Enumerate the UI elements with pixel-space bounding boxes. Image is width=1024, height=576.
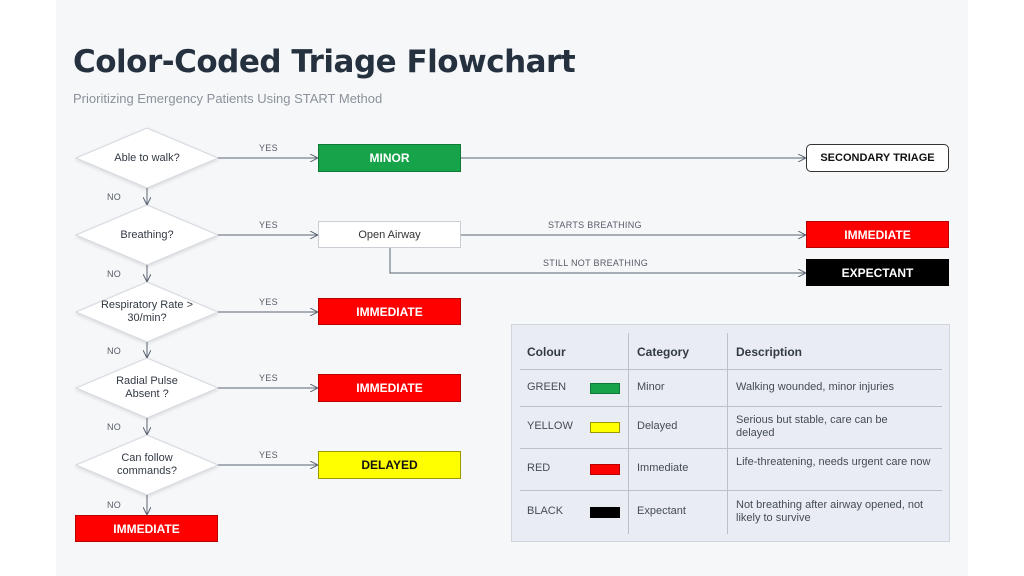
question-commands: Can follow commands? <box>117 452 177 477</box>
outcome-minor: MINOR <box>318 144 461 172</box>
outcome-immediate-airway: IMMEDIATE <box>806 221 949 248</box>
arrow-still-not-breathing <box>389 248 805 273</box>
label-yes-2: YES <box>259 220 278 230</box>
label-no-4: NO <box>107 422 122 432</box>
outcome-expectant: EXPECTANT <box>806 259 949 286</box>
label-no-2: NO <box>107 269 122 279</box>
label-no-1: NO <box>107 192 122 202</box>
label-yes-5: YES <box>259 450 278 460</box>
legend-swatch-red <box>590 464 620 475</box>
legend-row-colour: BLACK <box>527 505 564 517</box>
legend-swatch-black <box>590 507 620 518</box>
legend-divider-v2 <box>727 333 728 534</box>
legend-divider-h1 <box>520 406 942 407</box>
legend-row-category: Delayed <box>637 420 678 432</box>
label-no-3: NO <box>107 346 122 356</box>
outcome-secondary-triage: SECONDARY TRIAGE <box>806 144 949 172</box>
legend-row-colour: GREEN <box>527 381 567 393</box>
legend-divider-h2 <box>520 448 942 449</box>
legend-row-category: Minor <box>637 381 665 393</box>
legend-divider-h3 <box>520 490 942 491</box>
outcome-delayed: DELAYED <box>318 451 461 479</box>
legend-row-description: Life-threatening, needs urgent care now <box>736 456 931 468</box>
page-title: Color-Coded Triage Flowchart <box>73 44 576 80</box>
label-no-5: NO <box>107 500 122 510</box>
legend-swatch-green <box>590 383 620 394</box>
question-breathing: Breathing? <box>120 229 174 241</box>
question-walk: Able to walk? <box>114 152 180 164</box>
legend-row-colour: RED <box>527 462 551 474</box>
legend-header-colour: Colour <box>527 345 566 359</box>
outcome-immediate-respiratory: IMMEDIATE <box>318 298 461 325</box>
label-still-not-breathing: STILL NOT BREATHING <box>543 258 649 268</box>
legend-swatch-yellow <box>590 422 620 433</box>
legend-header-description: Description <box>736 345 803 359</box>
legend-row-description: Not breathing after airway opened, not l… <box>736 499 924 524</box>
question-pulse: Radial Pulse Absent ? <box>116 375 178 400</box>
outcome-immediate-final: IMMEDIATE <box>75 515 218 542</box>
legend-row-description: Walking wounded, minor injuries <box>736 381 894 393</box>
legend-row-category: Expectant <box>637 505 686 517</box>
legend-divider-v1 <box>628 333 629 534</box>
label-yes-3: YES <box>259 297 278 307</box>
page-subtitle: Prioritizing Emergency Patients Using ST… <box>73 91 383 106</box>
legend-divider-h0 <box>520 369 942 370</box>
legend-row-colour: YELLOW <box>527 420 573 432</box>
legend-header-category: Category <box>637 345 690 359</box>
outcome-immediate-pulse: IMMEDIATE <box>318 374 461 402</box>
legend-row-category: Immediate <box>637 462 689 474</box>
question-respiratory: Respiratory Rate > 30/min? <box>100 299 193 324</box>
label-yes-1: YES <box>259 143 278 153</box>
label-starts-breathing: STARTS BREATHING <box>548 220 642 230</box>
legend-table: Colour Category Description GREEN Minor … <box>511 324 950 542</box>
legend-row-description: Serious but stable, care can be delayed <box>736 414 888 439</box>
label-yes-4: YES <box>259 373 278 383</box>
step-open-airway: Open Airway <box>318 221 461 248</box>
